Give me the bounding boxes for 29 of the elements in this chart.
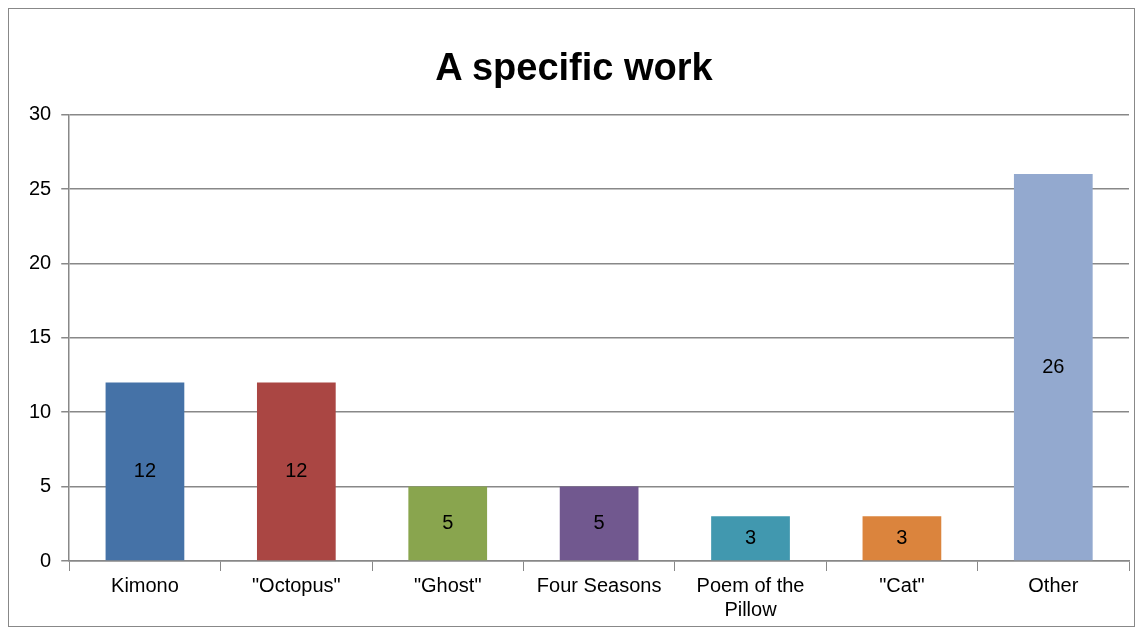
x-tick-label: "Octopus"	[251, 573, 341, 596]
bar	[862, 516, 942, 561]
bar	[1013, 174, 1093, 561]
y-tick-label: 15	[29, 325, 52, 348]
x-tick-label: Four Seasons	[536, 573, 662, 596]
chart-title: A specific work	[435, 46, 714, 89]
data-label: 26	[1042, 354, 1065, 377]
y-tick-label: 20	[29, 250, 52, 273]
data-label: 3	[896, 525, 908, 548]
x-tick-label: "Cat"	[879, 573, 925, 596]
data-label: 5	[593, 510, 605, 533]
y-tick-label: 5	[40, 474, 52, 497]
data-label: 12	[133, 458, 157, 481]
bar	[256, 382, 336, 561]
x-tick-label: "Ghost"	[413, 573, 482, 596]
data-label: 12	[285, 458, 308, 481]
y-tick-label: 0	[40, 548, 52, 571]
bar	[105, 382, 185, 561]
x-tick-label: Other	[1028, 573, 1079, 596]
bar	[408, 486, 488, 561]
y-tick-label: 25	[29, 176, 52, 199]
bar	[559, 486, 639, 561]
y-tick-label: 10	[29, 399, 52, 422]
x-tick-label: Kimono	[111, 573, 179, 596]
y-tick-label: 30	[29, 102, 52, 125]
x-tick-label: Poem of the Pillow	[696, 573, 805, 620]
data-label: 5	[442, 510, 454, 533]
bar	[711, 516, 790, 561]
data-label: 3	[744, 525, 757, 548]
